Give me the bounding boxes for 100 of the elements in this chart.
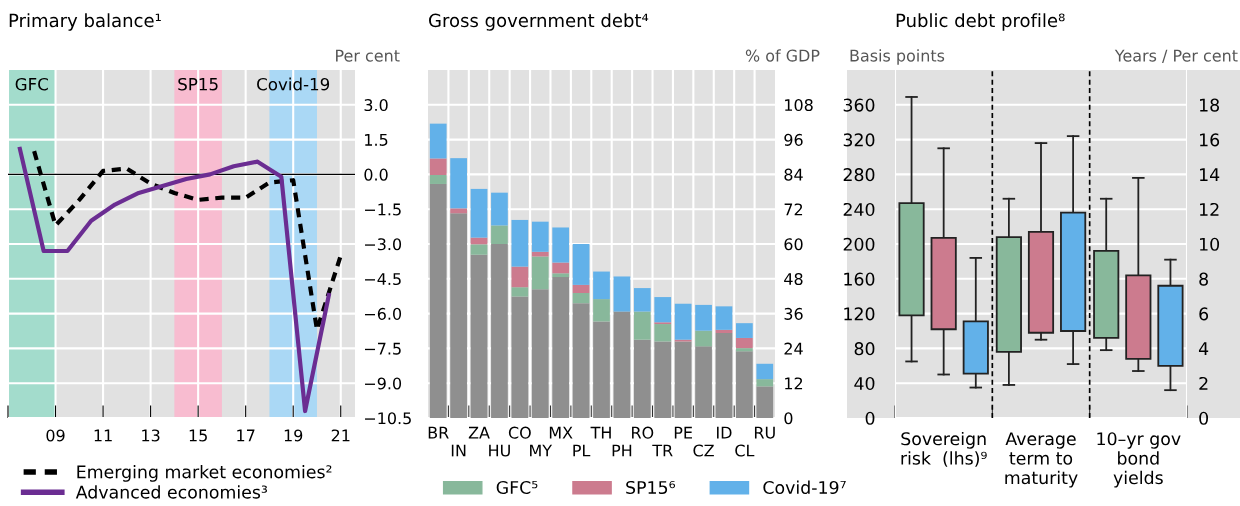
y-tick-label: −3.0 [365,238,402,251]
x-tick-label: TR [652,444,673,457]
bar [511,266,529,288]
x-tick-label: TH [590,426,611,439]
bar [470,254,488,418]
x-tick-label: 17 [237,429,255,442]
y-tick-label: 0 [865,411,875,425]
bar [450,213,467,418]
line-series [17,146,331,414]
y-tick-label: 84 [784,168,803,181]
bar [695,304,712,331]
y-tick-label: 0.0 [364,168,388,181]
bar [552,262,570,274]
bar [572,244,590,285]
y-tick-label: 96 [784,133,803,146]
bar [429,158,447,175]
legend-label: SP15⁶ [626,480,676,495]
legend-label: GFC⁵ [496,480,538,495]
bar [695,346,712,418]
bar [613,276,631,312]
bar [736,337,753,349]
bar [654,341,672,418]
bar [491,225,508,244]
bar [736,348,753,352]
bar [552,277,570,418]
x-tick-label: Sovereign risk (lhs)⁹ [901,431,987,467]
bar [429,174,447,184]
bar [511,219,529,267]
y2-tick-label: 18 [1200,98,1220,112]
y-tick-label: −10.5 [365,412,411,425]
y-tick-label: −9.0 [365,377,402,390]
x-tick-label: 11 [94,429,112,442]
bar [593,321,610,418]
y-tick-label: 200 [843,237,875,251]
bar [756,386,774,418]
y-tick-label: 320 [843,133,875,147]
y2-axis-title: Years / Per cent [1114,49,1238,63]
x-tick-label: 15 [189,429,207,442]
bar [654,324,672,342]
bar [695,330,712,347]
bar [531,289,549,418]
y-tick-label: 72 [784,203,803,216]
bar [756,363,774,380]
y2-tick-label: 10 [1200,237,1220,251]
y-tick-label: 120 [844,307,875,321]
bar [531,221,549,252]
y2-tick-label: 6 [1199,307,1209,321]
bar [572,303,590,418]
x-tick-label: MY [530,444,553,457]
y2-tick-label: 14 [1200,168,1220,181]
x-tick-label: 19 [284,429,303,442]
bar [736,323,753,338]
y-tick-label: −1.5 [365,203,401,216]
bar [736,351,753,418]
bar [756,379,774,387]
legend-label: Covid-19⁷ [763,480,846,495]
bar [633,311,651,340]
bar [511,296,529,418]
bar [715,306,733,330]
x-tick-label: ZA [468,426,490,439]
x-tick-label: CZ [693,444,714,457]
y2-tick-label: 4 [1198,342,1209,355]
y-tick-label: −6.0 [365,307,402,320]
bar [450,208,467,214]
band-label: Covid-19 [257,77,330,91]
y-tick-label: −4.5 [365,273,401,286]
y-axis-title: Per cent [336,49,400,62]
y2-tick-label: 0 [1199,411,1208,425]
bar [531,256,549,290]
x-tick-label: 10–yr gov bond yields [1097,432,1181,488]
x-tick-label: ID [717,426,732,439]
x-tick-label: PH [612,444,632,457]
bar [613,311,631,418]
y2-tick-label: 8 [1199,272,1208,286]
y-tick-label: 1.5 [365,134,388,146]
bar [633,288,651,312]
y-tick-label: 40 [854,376,875,391]
bar [511,287,529,297]
bar [552,227,570,263]
x-tick-label: Average term to maturity [1005,432,1078,488]
y-tick-label: 24 [784,342,803,355]
y2-tick-label: 2 [1199,376,1208,390]
bar [572,284,590,294]
x-tick-label: PL [573,444,591,457]
y-axis-title: Basis points [850,49,945,65]
y2-tick-label: 12 [1200,202,1219,216]
y2-tick-label: 16 [1200,133,1220,147]
y-tick-label: 12 [785,377,803,390]
bar [715,333,733,418]
x-tick-label: PE [674,426,692,439]
x-tick-label: CO [508,426,531,439]
bar [715,329,733,334]
legend-label: Emerging market economies² [77,464,332,482]
x-tick-label: IN [451,444,466,457]
x-tick-label: 13 [142,429,160,442]
x-tick-label: CL [735,444,755,457]
y-tick-label: 160 [844,272,875,286]
band-label: GFC [15,77,48,91]
x-tick-label: BR [428,426,449,439]
legend-label: Advanced economies³ [75,485,267,499]
